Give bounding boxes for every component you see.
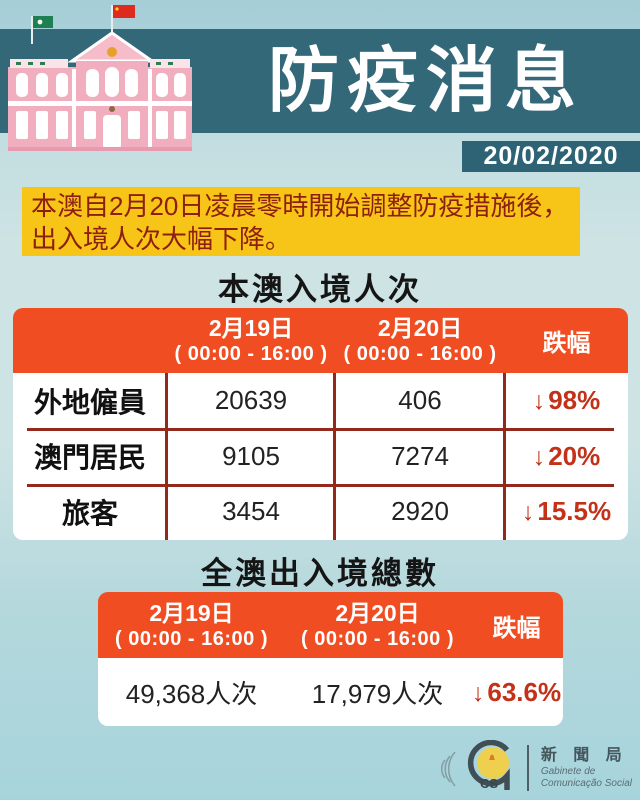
drop-badge: ↓ 20%: [505, 441, 628, 472]
drop-badge: ↓ 15.5%: [505, 496, 628, 527]
sound-waves-icon: [440, 751, 456, 787]
arrivals-header-row: 2月19日 ( 00:00 - 16:00 ) 2月20日 ( 00:00 - …: [13, 308, 628, 373]
notice-line2: 出入境人次大幅下降。: [31, 224, 292, 254]
arrivals-table-body: 外地僱員 20639 406 ↓ 98% 澳門居民 9105 7274 ↓ 20% …: [13, 373, 628, 540]
bureau-name-zh: 新 聞 局: [540, 747, 628, 764]
drop-badge: ↓ 98%: [505, 385, 628, 416]
gcs-emblem-icon: CS: [467, 740, 510, 791]
notice-line1: 本澳自2月20日凌晨零時開始調整防疫措施後，: [31, 191, 569, 221]
macau-flagpole: [31, 16, 33, 44]
logo-divider: [526, 745, 529, 791]
row-label: 外地僱員: [33, 387, 146, 419]
value-day1: 9105: [222, 440, 280, 471]
drop-value: 15.5%: [537, 496, 612, 527]
date-badge: 20/02/2020: [462, 141, 640, 172]
drop-value: 63.6%: [487, 676, 562, 707]
row-label: 澳門居民: [33, 443, 146, 475]
column-header-drop: 跌幅: [542, 330, 591, 357]
government-building-illustration: [8, 5, 192, 151]
column-header-day2: 2月20日 ( 00:00 - 16:00 ): [343, 315, 497, 365]
gcs-logo: CS 新 聞 局 Gabinete de Comunicação Social: [437, 740, 632, 796]
grid-line-vertical: [165, 373, 168, 540]
value-day2: 406: [398, 385, 442, 416]
emblem: [107, 47, 117, 57]
total-day2: 17,979人次: [311, 678, 444, 709]
down-arrow-icon: ↓: [532, 442, 546, 471]
down-arrow-icon: ↓: [471, 678, 485, 707]
drop-badge: ↓ 63.6%: [470, 677, 563, 708]
bureau-name-pt1: Gabinete de: [540, 766, 596, 777]
totals-table: 2月19日 ( 00:00 - 16:00 ) 2月20日 ( 00:00 - …: [98, 592, 563, 726]
totals-table-title: 全澳出入境總數: [201, 556, 439, 591]
arrivals-table: 2月19日 ( 00:00 - 16:00 ) 2月20日 ( 00:00 - …: [13, 308, 628, 540]
column-header-day2: 2月20日 ( 00:00 - 16:00 ): [300, 599, 454, 650]
grid-line-vertical: [333, 373, 336, 540]
value-day2: 7274: [391, 440, 449, 471]
down-arrow-icon: ↓: [532, 387, 546, 416]
totals-header-row: 2月19日 ( 00:00 - 16:00 ) 2月20日 ( 00:00 - …: [98, 592, 563, 658]
page-title: 防疫消息: [267, 42, 584, 121]
totals-table-body: 49,368人次 17,979人次 ↓ 63.6%: [98, 658, 563, 726]
drop-value: 20%: [548, 440, 601, 471]
drop-value: 98%: [548, 385, 601, 416]
bureau-name-pt2: Comunicação Social: [540, 778, 632, 789]
door: [103, 115, 121, 149]
column-header-day1: 2月19日 ( 00:00 - 16:00 ): [114, 599, 268, 650]
grid-line-horizontal: [27, 484, 614, 487]
logo-acronym: CS: [480, 776, 498, 791]
arrivals-table-title: 本澳入境人次: [218, 272, 422, 307]
china-flag-icon: [113, 5, 135, 18]
table-row-workers: 外地僱員 20639 406 ↓ 98%: [13, 373, 628, 429]
down-arrow-icon: ↓: [521, 498, 535, 527]
value-day1: 20639: [214, 385, 288, 416]
value-day2: 2920: [391, 496, 449, 527]
total-day1: 49,368人次: [125, 678, 258, 709]
grid-line-horizontal: [27, 428, 614, 431]
row-label: 旅客: [61, 498, 118, 530]
column-header-day1: 2月19日 ( 00:00 - 16:00 ): [174, 315, 328, 365]
macau-flag-icon: [33, 16, 53, 28]
china-flagpole: [111, 5, 113, 35]
notice-banner: 本澳自2月20日凌晨零時開始調整防疫措施後， 出入境人次大幅下降。: [22, 187, 580, 256]
grid-line-vertical: [503, 373, 506, 540]
bureau-name: 新 聞 局 Gabinete de Comunicação Social: [541, 746, 632, 790]
window: [16, 73, 28, 97]
table-row-totals: 49,368人次 17,979人次 ↓ 63.6%: [98, 658, 563, 726]
table-row-visitors: 旅客 3454 2920 ↓ 15.5%: [13, 484, 628, 540]
column-header-drop: 跌幅: [492, 614, 541, 642]
value-day1: 3454: [222, 496, 280, 527]
table-row-residents: 澳門居民 9105 7274 ↓ 20%: [13, 429, 628, 485]
